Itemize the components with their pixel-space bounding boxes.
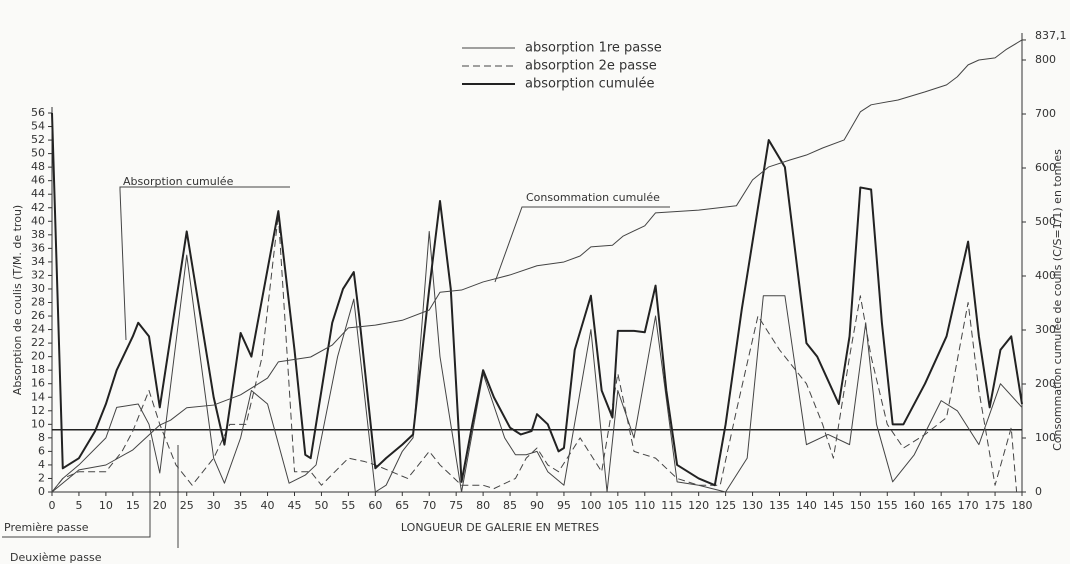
x-tick-label: 10 <box>99 499 113 512</box>
y2-tick-label: 600 <box>1035 161 1056 174</box>
x-tick-label: 125 <box>715 499 736 512</box>
y-tick-label: 46 <box>31 174 45 187</box>
legend-label: absorption cumulée <box>525 77 654 92</box>
annotation: Absorption cumulée <box>123 175 234 188</box>
x-tick-label: 85 <box>503 499 517 512</box>
x-tick-label: 90 <box>530 499 544 512</box>
series-line <box>51 230 1023 493</box>
y-tick-label: 22 <box>31 336 45 349</box>
legend-label: absorption 1re passe <box>525 41 662 56</box>
y-tick-label: 30 <box>31 282 45 295</box>
x-tick-label: 55 <box>341 499 355 512</box>
annotation: Consommation cumulée <box>526 191 660 204</box>
y2-tick-label: 500 <box>1035 215 1056 228</box>
x-tick-label: 60 <box>368 499 382 512</box>
series-line <box>51 39 1023 493</box>
y-tick-label: 18 <box>31 363 45 376</box>
x-tick-label: 175 <box>985 499 1006 512</box>
x-tick-label: 150 <box>850 499 871 512</box>
x-tick-label: 140 <box>796 499 817 512</box>
y-tick-label: 4 <box>38 458 45 471</box>
series-line <box>51 112 1023 487</box>
x-tick-label: 40 <box>261 499 275 512</box>
y-tick-label: 40 <box>31 214 45 227</box>
x-tick-label: 30 <box>207 499 221 512</box>
x-tick-label: 115 <box>661 499 682 512</box>
x-tick-label: 20 <box>153 499 167 512</box>
y-tick-label: 56 <box>31 106 45 119</box>
x-tick-label: 180 <box>1012 499 1033 512</box>
y-tick-label: 52 <box>31 133 45 146</box>
x-tick-label: 80 <box>476 499 490 512</box>
x-tick-label: 75 <box>449 499 463 512</box>
x-tick-label: 120 <box>688 499 709 512</box>
y2-tick-label: 200 <box>1035 377 1056 390</box>
x-axis-label: LONGUEUR DE GALERIE EN METRES <box>401 521 599 534</box>
y-tick-label: 12 <box>31 404 45 417</box>
y-tick-label: 24 <box>31 323 45 336</box>
leader <box>494 206 670 283</box>
y-tick-label: 14 <box>31 390 45 403</box>
x-tick-label: 155 <box>877 499 898 512</box>
x-tick-label: 25 <box>180 499 194 512</box>
y2-axis-label: Consommation cumulée de coulis (C/S=1/1)… <box>1051 149 1064 451</box>
y-tick-label: 8 <box>38 431 45 444</box>
y-tick-label: 54 <box>31 120 45 133</box>
y2-tick-label: 0 <box>1035 485 1042 498</box>
x-tick-label: 160 <box>904 499 925 512</box>
x-tick-label: 15 <box>126 499 140 512</box>
x-tick-label: 5 <box>75 499 82 512</box>
x-tick-label: 170 <box>958 499 979 512</box>
x-tick-label: 45 <box>288 499 302 512</box>
x-tick-label: 145 <box>823 499 844 512</box>
leader <box>2 440 151 538</box>
y-tick-label: 34 <box>31 255 45 268</box>
legend-label: absorption 2e passe <box>525 59 657 74</box>
leader <box>119 186 290 341</box>
x-tick-label: 0 <box>49 499 56 512</box>
x-tick-label: 35 <box>234 499 248 512</box>
y-tick-label: 28 <box>31 296 45 309</box>
series-line <box>51 214 1018 493</box>
y-tick-label: 36 <box>31 241 45 254</box>
annotation: Deuxième passe <box>10 551 102 564</box>
y-tick-label: 26 <box>31 309 45 322</box>
y-tick-label: 48 <box>31 160 45 173</box>
x-tick-label: 110 <box>634 499 655 512</box>
y-tick-label: 44 <box>31 187 45 200</box>
y-tick-label: 10 <box>31 417 45 430</box>
x-tick-label: 65 <box>395 499 409 512</box>
x-tick-label: 165 <box>931 499 952 512</box>
x-tick-label: 100 <box>580 499 601 512</box>
y-axis-label: Absorption de coulis (T/M. de trou) <box>11 205 24 395</box>
x-tick-label: 135 <box>769 499 790 512</box>
x-tick-label: 95 <box>557 499 571 512</box>
y-tick-label: 6 <box>38 444 45 457</box>
y-tick-label: 32 <box>31 268 45 281</box>
x-tick-label: 50 <box>314 499 328 512</box>
y2-tick-label: 100 <box>1035 431 1056 444</box>
y-tick-label: 38 <box>31 228 45 241</box>
x-tick-label: 70 <box>422 499 436 512</box>
y2-tick-label: 837,1 <box>1035 29 1067 42</box>
y-tick-label: 42 <box>31 201 45 214</box>
y-tick-label: 0 <box>38 485 45 498</box>
x-tick-label: 105 <box>607 499 628 512</box>
y-tick-label: 16 <box>31 377 45 390</box>
y2-tick-label: 800 <box>1035 53 1056 66</box>
y-tick-label: 2 <box>38 471 45 484</box>
x-tick-label: 130 <box>742 499 763 512</box>
y2-tick-label: 400 <box>1035 269 1056 282</box>
y2-tick-label: 700 <box>1035 107 1056 120</box>
annotation: Première passe <box>4 521 89 534</box>
leaders <box>2 186 670 548</box>
y-tick-label: 20 <box>31 350 45 363</box>
y2-tick-label: 300 <box>1035 323 1056 336</box>
y-tick-label: 50 <box>31 147 45 160</box>
